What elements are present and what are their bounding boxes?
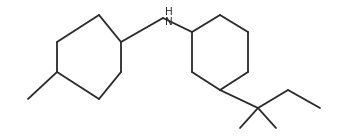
Text: N: N <box>165 17 173 27</box>
Text: H: H <box>165 7 173 17</box>
